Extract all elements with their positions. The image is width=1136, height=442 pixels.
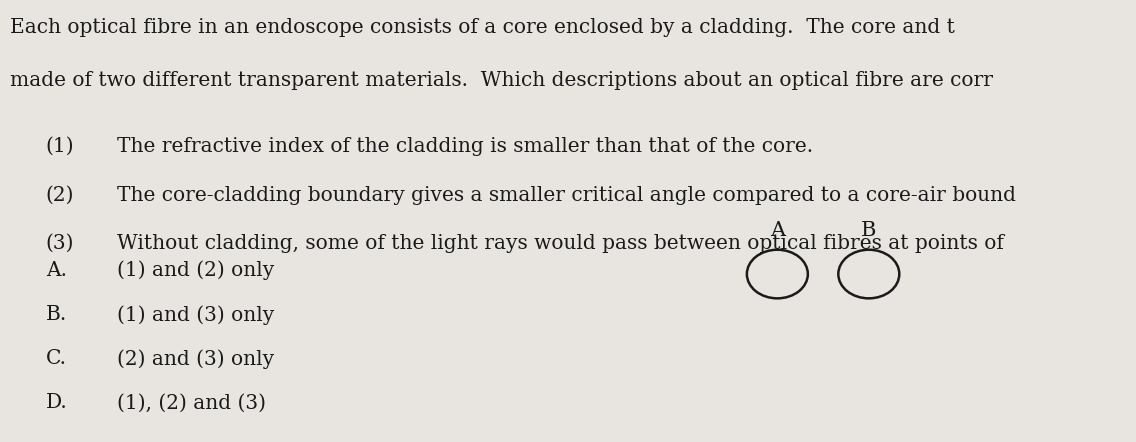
Text: B.: B. [45, 305, 67, 324]
Text: (1) and (3) only: (1) and (3) only [117, 305, 274, 324]
Text: The core-cladding boundary gives a smaller critical angle compared to a core-air: The core-cladding boundary gives a small… [117, 186, 1016, 205]
Text: (3): (3) [45, 234, 74, 253]
Text: made of two different transparent materials.  Which descriptions about an optica: made of two different transparent materi… [10, 71, 993, 90]
Text: D.: D. [45, 393, 67, 412]
Text: (2): (2) [45, 186, 74, 205]
Text: A.: A. [45, 261, 67, 280]
Text: (1), (2) and (3): (1), (2) and (3) [117, 393, 266, 412]
Text: Without cladding, some of the light rays would pass between optical fibres at po: Without cladding, some of the light rays… [117, 234, 1004, 253]
Text: A: A [770, 221, 785, 240]
Text: B: B [861, 221, 877, 240]
Text: The refractive index of the cladding is smaller than that of the core.: The refractive index of the cladding is … [117, 137, 813, 156]
Text: Each optical fibre in an endoscope consists of a core enclosed by a cladding.  T: Each optical fibre in an endoscope consi… [10, 18, 955, 37]
Text: C.: C. [45, 349, 67, 368]
Text: (1): (1) [45, 137, 74, 156]
Text: (2) and (3) only: (2) and (3) only [117, 349, 274, 369]
Text: (1) and (2) only: (1) and (2) only [117, 261, 274, 280]
